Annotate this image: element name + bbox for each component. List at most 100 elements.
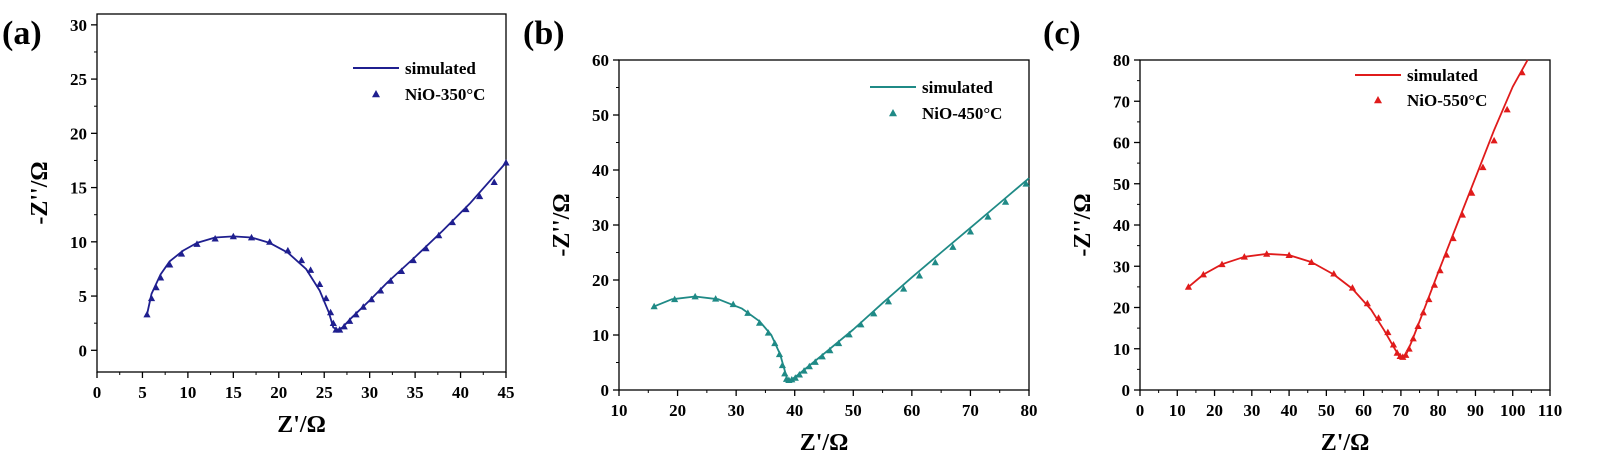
data-point-marker [712,295,720,302]
data-point-marker [306,266,315,273]
panel-label: (c) [1043,15,1081,52]
y-tick-label: 80 [1113,51,1130,70]
data-point-marker [329,319,337,327]
y-tick-label: 70 [1113,92,1130,111]
x-tick-label: 100 [1500,401,1526,420]
data-point-marker [1479,163,1487,171]
data-point-marker [1307,258,1316,266]
x-tick-label: 60 [1355,401,1372,420]
data-point-marker [857,320,865,328]
data-point-marker [791,374,799,381]
data-point-marker [1430,281,1439,288]
x-tick-label: 10 [179,383,196,402]
panel-label: (b) [523,15,565,52]
legend-label-simulated: simulated [922,78,993,97]
x-tick-label: 60 [903,401,920,420]
y-tick-label: 0 [601,381,610,400]
x-tick-label: 80 [1430,401,1447,420]
data-point-marker [984,213,992,220]
data-point-marker [775,350,784,358]
x-tick-label: 10 [1169,401,1186,420]
legend-label-sample: NiO-350°C [405,85,485,104]
y-tick-label: 30 [592,216,609,235]
data-point-marker [826,346,834,354]
data-point-marker [1442,251,1450,258]
data-point-marker [1240,253,1248,260]
data-point-marker [729,300,737,308]
simulated-series-line [146,162,507,331]
data-point-marker [1374,314,1383,321]
x-tick-label: 0 [1136,401,1145,420]
x-tick-label: 5 [138,383,147,402]
y-tick-label: 0 [79,341,88,360]
x-tick-label: 0 [93,383,102,402]
y-tick-label: 40 [592,161,609,180]
data-point-marker [1449,234,1457,242]
x-tick-label: 70 [962,401,979,420]
data-point-marker [650,302,658,310]
data-point-marker [1402,351,1410,358]
chart-panel-3: (c) 0 10 20 30 40 50 60 70 80 90 100 110 0 10 20 30 40 50 6… [1043,15,1562,456]
y-axis-title: -Z''/Ω [1070,193,1096,256]
chart-panel-1: (a) 0 5 10 15 20 25 30 35 40 45 0 5 10 15 20 25 30 Z'/Ω -Z'… [2,13,515,438]
y-tick-label: 0 [1122,381,1131,400]
data-point-marker [1405,345,1413,352]
data-point-marker [870,309,878,317]
x-tick-label: 110 [1538,401,1563,420]
data-point-marker [157,274,165,281]
y-tick-label: 20 [592,271,609,290]
x-tick-label: 50 [845,401,862,420]
data-point-marker [778,361,787,369]
legend-label-simulated: simulated [405,59,476,78]
x-tick-label: 40 [452,383,469,402]
x-tick-label: 15 [225,383,242,402]
data-point-marker [247,233,256,241]
y-tick-label: 60 [1113,134,1130,153]
data-point-marker [1330,270,1338,277]
simulated-series-line [653,177,1030,381]
data-point-marker [949,243,957,250]
data-point-marker [386,277,395,284]
y-tick-label: 10 [1113,340,1130,359]
legend-label-sample: NiO-550°C [1407,91,1487,110]
data-point-marker [744,309,752,316]
data-point-marker [397,267,406,274]
x-axis-title: Z'/Ω [1321,430,1370,456]
data-point-marker [1022,180,1030,187]
legend-label-simulated: simulated [1407,66,1478,85]
y-tick-label: 15 [70,179,87,198]
data-point-marker [1285,251,1293,258]
data-point-marker [490,178,498,186]
data-point-marker [1199,270,1207,278]
data-point-marker [1490,136,1498,144]
data-point-marker [671,295,679,303]
data-point-marker [346,317,354,324]
x-tick-label: 25 [316,383,333,402]
legend-marker-swatch [1374,96,1382,104]
y-tick-label: 20 [1113,299,1130,318]
data-point-marker [811,358,819,365]
data-point-marker [1409,334,1417,342]
x-tick-label: 30 [1243,401,1260,420]
x-tick-label: 35 [407,383,424,402]
data-point-marker [316,280,324,288]
data-point-marker [1399,353,1407,360]
x-tick-label: 90 [1467,401,1484,420]
data-point-marker [845,330,853,338]
y-tick-label: 25 [70,70,87,89]
x-axis-title: Z'/Ω [277,412,326,438]
data-point-marker [340,322,348,330]
y-tick-label: 30 [70,16,87,35]
data-point-marker [1436,266,1444,274]
x-tick-label: 45 [498,383,515,402]
x-tick-label: 70 [1392,401,1409,420]
data-point-marker [422,244,430,252]
y-tick-label: 10 [70,233,87,252]
y-tick-label: 30 [1113,257,1130,276]
data-point-marker [322,294,330,302]
data-point-marker [435,231,443,239]
data-point-marker [152,283,160,291]
data-point-marker [229,232,237,240]
data-point-marker [1218,260,1226,268]
data-point-marker [367,295,376,303]
